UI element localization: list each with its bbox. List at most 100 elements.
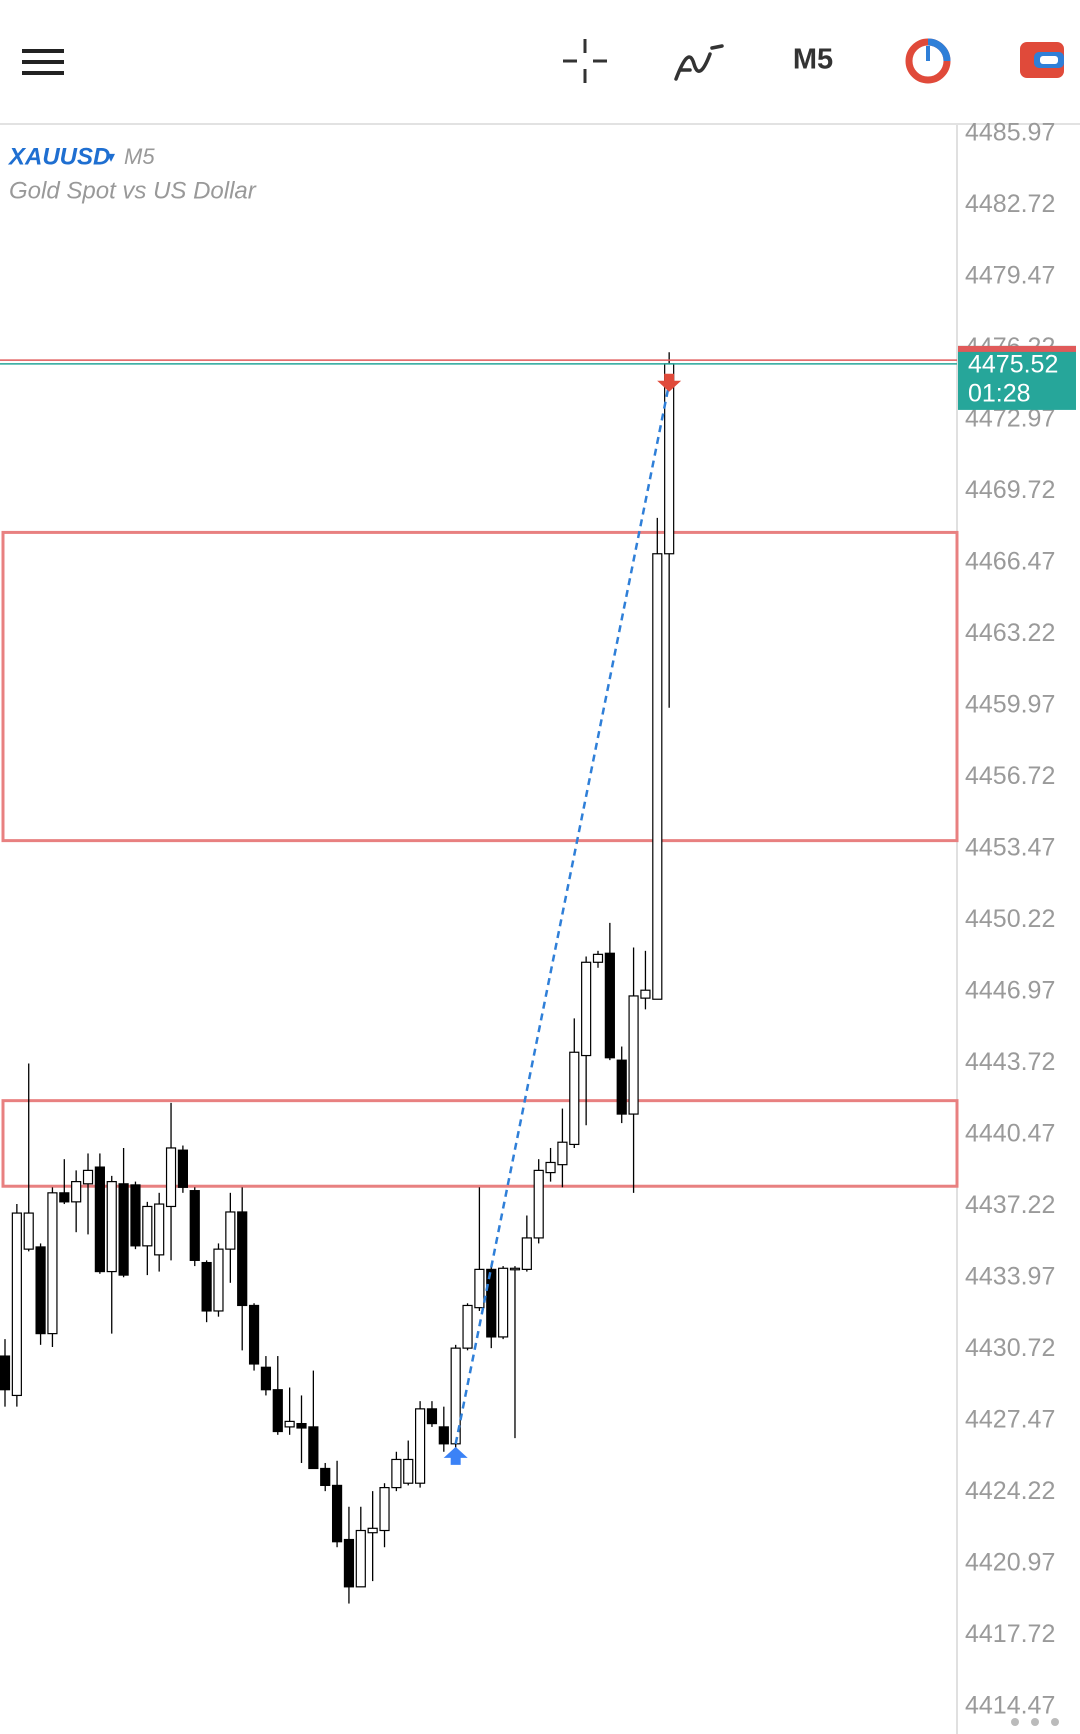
candle-body: [35, 1246, 46, 1335]
y-tick-label: 4469.72: [965, 476, 1055, 504]
candle-body: [237, 1211, 248, 1307]
clock-button[interactable]: [905, 38, 951, 84]
candle-body: [557, 1141, 568, 1166]
price-label-box: [958, 345, 1076, 410]
candle-body: [581, 961, 592, 1057]
candle-body: [652, 553, 663, 1000]
candle-body: [628, 995, 639, 1115]
candle-body: [355, 1529, 366, 1588]
candle-body: [379, 1487, 390, 1532]
candle-body: [154, 1203, 165, 1256]
y-tick-label: 4420.97: [965, 1549, 1055, 1577]
candle-body: [415, 1408, 426, 1484]
candle-body: [106, 1181, 117, 1273]
candle-body: [592, 953, 604, 963]
candle-body: [367, 1527, 378, 1534]
candle-body: [177, 1149, 188, 1188]
y-tick-label: 4463.22: [965, 619, 1055, 647]
candle-body: [213, 1248, 224, 1312]
bid-price: 4475.52: [968, 351, 1058, 379]
candle-body: [474, 1268, 485, 1309]
y-tick-label: 4427.47: [965, 1406, 1055, 1434]
symbol[interactable]: XAUUSD: [7, 143, 110, 170]
candle-body: [486, 1268, 497, 1338]
y-tick-label: 4485.97: [965, 119, 1055, 147]
candle-body: [71, 1181, 82, 1203]
y-tick-label: 4459.97: [965, 691, 1055, 719]
candle-body: [498, 1267, 509, 1338]
candle-body: [331, 1484, 343, 1543]
candle-body: [509, 1267, 521, 1271]
candle-body: [189, 1190, 200, 1261]
trade-line: [454, 383, 671, 1445]
candle-body: [391, 1458, 402, 1489]
candle-body: [343, 1538, 355, 1588]
candle-body: [569, 1051, 580, 1146]
candle-body: [47, 1192, 58, 1335]
timeframe-button[interactable]: M5: [793, 44, 833, 76]
candle-body: [142, 1205, 153, 1247]
y-tick-label: 4446.97: [965, 977, 1055, 1005]
y-tick-label: 4456.72: [965, 762, 1055, 790]
y-tick-label: 4440.47: [965, 1120, 1055, 1148]
candle-body: [426, 1408, 438, 1425]
candle-body: [23, 1212, 34, 1250]
candle-body: [59, 1192, 70, 1203]
candle-body: [308, 1426, 319, 1470]
candle-body: [165, 1147, 177, 1208]
toolbar: M5: [22, 38, 1064, 84]
sell-arrow: [657, 373, 682, 392]
chart-timeframe: M5: [124, 144, 155, 169]
zone: [1, 1099, 959, 1188]
y-tick-label: 4453.47: [965, 834, 1055, 862]
y-tick-label: 4417.72: [965, 1620, 1055, 1648]
candle-body: [130, 1184, 141, 1247]
ask-marker: [958, 345, 1076, 352]
candle-body: [320, 1467, 331, 1487]
candle-body: [118, 1183, 129, 1276]
y-tick-label: 4424.22: [965, 1477, 1055, 1505]
y-tick-label: 4443.72: [965, 1048, 1055, 1076]
y-tick-label: 4414.47: [965, 1692, 1055, 1720]
y-tick-label: 4450.22: [965, 905, 1055, 933]
candle-body: [225, 1211, 236, 1250]
crosshair-button[interactable]: [563, 39, 607, 83]
zone: [1, 530, 959, 843]
y-tick-label: 4433.97: [965, 1263, 1055, 1291]
buy-arrow: [443, 1446, 468, 1465]
candle-body: [664, 363, 675, 555]
candle-body: [438, 1426, 449, 1445]
candle-body: [248, 1304, 260, 1365]
symbol-description: Gold Spot vs US Dollar: [9, 177, 257, 204]
symbol-dropdown[interactable]: ▾: [107, 149, 115, 166]
candle-body: [403, 1458, 414, 1484]
candle-body: [82, 1169, 94, 1185]
y-tick-label: 4482.72: [965, 190, 1055, 218]
candle-body: [640, 989, 651, 999]
indicators-button[interactable]: [674, 44, 724, 81]
candle-body: [604, 952, 615, 1059]
y-tick-label: 4437.22: [965, 1191, 1055, 1219]
countdown: 01:28: [968, 380, 1031, 408]
candle-body: [296, 1422, 307, 1429]
y-tick-label: 4479.47: [965, 262, 1055, 290]
y-tick-label: 4466.47: [965, 548, 1055, 576]
candle-body: [272, 1389, 283, 1433]
candle-body: [201, 1261, 212, 1312]
candle-body: [521, 1237, 532, 1270]
candle-body: [94, 1166, 105, 1273]
candle-body: [284, 1420, 295, 1428]
candle-body: [260, 1366, 272, 1391]
candle-body: [462, 1304, 473, 1349]
candle-body: [545, 1161, 556, 1174]
candle-body: [0, 1355, 11, 1391]
candle-body: [11, 1212, 22, 1397]
trade-button[interactable]: [1020, 42, 1064, 78]
y-tick-label: 4430.72: [965, 1334, 1055, 1362]
candle-body: [616, 1059, 627, 1115]
more-dots[interactable]: [1011, 1718, 1059, 1726]
candle-body: [533, 1169, 544, 1239]
menu-button[interactable]: [22, 49, 64, 75]
